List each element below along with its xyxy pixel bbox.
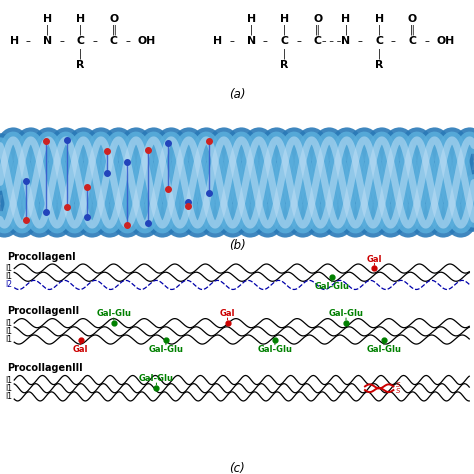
- Text: |: |: [79, 48, 82, 59]
- Text: OH: OH: [138, 36, 156, 46]
- Text: –: –: [230, 36, 235, 46]
- Text: |: |: [345, 24, 347, 35]
- Text: C: C: [409, 36, 416, 46]
- Text: O: O: [109, 14, 118, 24]
- Text: Gal: Gal: [73, 345, 88, 354]
- Text: –: –: [358, 36, 363, 46]
- Text: H: H: [43, 14, 52, 24]
- Text: l1: l1: [5, 392, 12, 401]
- Text: Gal-Glu: Gal-Glu: [148, 345, 183, 354]
- Text: l1: l1: [5, 264, 12, 273]
- Text: H: H: [246, 14, 256, 24]
- Text: H: H: [76, 14, 85, 24]
- Text: –: –: [391, 36, 396, 46]
- Text: N: N: [43, 36, 52, 46]
- Text: O: O: [408, 14, 417, 24]
- Text: l1: l1: [5, 319, 12, 328]
- Text: – – –: – – –: [322, 37, 341, 46]
- Text: R: R: [76, 60, 85, 70]
- Text: S
S: S S: [396, 383, 400, 394]
- Text: Gal-Glu: Gal-Glu: [314, 282, 349, 291]
- Text: N: N: [246, 36, 256, 46]
- Text: C: C: [110, 36, 118, 46]
- Text: l1: l1: [5, 327, 12, 336]
- Text: |: |: [79, 24, 82, 35]
- Text: H: H: [213, 36, 223, 46]
- Text: –: –: [126, 36, 130, 46]
- Text: –: –: [296, 36, 301, 46]
- Text: OH: OH: [437, 36, 455, 46]
- Text: |: |: [378, 24, 381, 35]
- Text: l1: l1: [5, 384, 12, 393]
- Text: –: –: [59, 36, 64, 46]
- Text: ProcollagenIII: ProcollagenIII: [7, 363, 83, 373]
- Text: (b): (b): [228, 239, 246, 252]
- Text: –: –: [92, 36, 97, 46]
- Text: |: |: [283, 24, 286, 35]
- Text: l2: l2: [5, 281, 12, 290]
- Text: C: C: [77, 36, 84, 46]
- Text: –: –: [424, 36, 429, 46]
- Text: |: |: [283, 48, 286, 59]
- Text: Gal-Glu: Gal-Glu: [366, 345, 401, 354]
- Text: Gal-Glu: Gal-Glu: [139, 374, 174, 383]
- Text: C: C: [314, 36, 321, 46]
- Text: H: H: [9, 36, 19, 46]
- Text: l1: l1: [5, 375, 12, 384]
- Text: H: H: [341, 14, 351, 24]
- Text: R: R: [280, 60, 289, 70]
- Text: ‖: ‖: [315, 24, 320, 35]
- Text: Gal: Gal: [367, 255, 382, 264]
- Text: C: C: [281, 36, 288, 46]
- Text: |: |: [46, 24, 49, 35]
- Text: N: N: [341, 36, 351, 46]
- Text: O: O: [313, 14, 322, 24]
- Text: (c): (c): [229, 462, 245, 474]
- Text: R: R: [375, 60, 383, 70]
- Text: –: –: [263, 36, 268, 46]
- Text: ‖: ‖: [111, 24, 116, 35]
- Text: ‖: ‖: [410, 24, 415, 35]
- Text: |: |: [378, 48, 381, 59]
- Text: H: H: [280, 14, 289, 24]
- Text: (a): (a): [229, 88, 245, 101]
- Text: ProcollagenII: ProcollagenII: [7, 306, 79, 316]
- Text: l1: l1: [5, 272, 12, 281]
- Text: ProcollagenI: ProcollagenI: [7, 252, 76, 262]
- Text: Gal-Glu: Gal-Glu: [257, 345, 292, 354]
- Text: l1: l1: [5, 335, 12, 344]
- Text: –: –: [26, 36, 31, 46]
- Text: |: |: [250, 24, 253, 35]
- Text: Gal-Glu: Gal-Glu: [96, 309, 131, 318]
- Text: Gal-Glu: Gal-Glu: [328, 309, 364, 318]
- Text: C: C: [375, 36, 383, 46]
- Text: Gal: Gal: [220, 309, 235, 318]
- Text: H: H: [374, 14, 384, 24]
